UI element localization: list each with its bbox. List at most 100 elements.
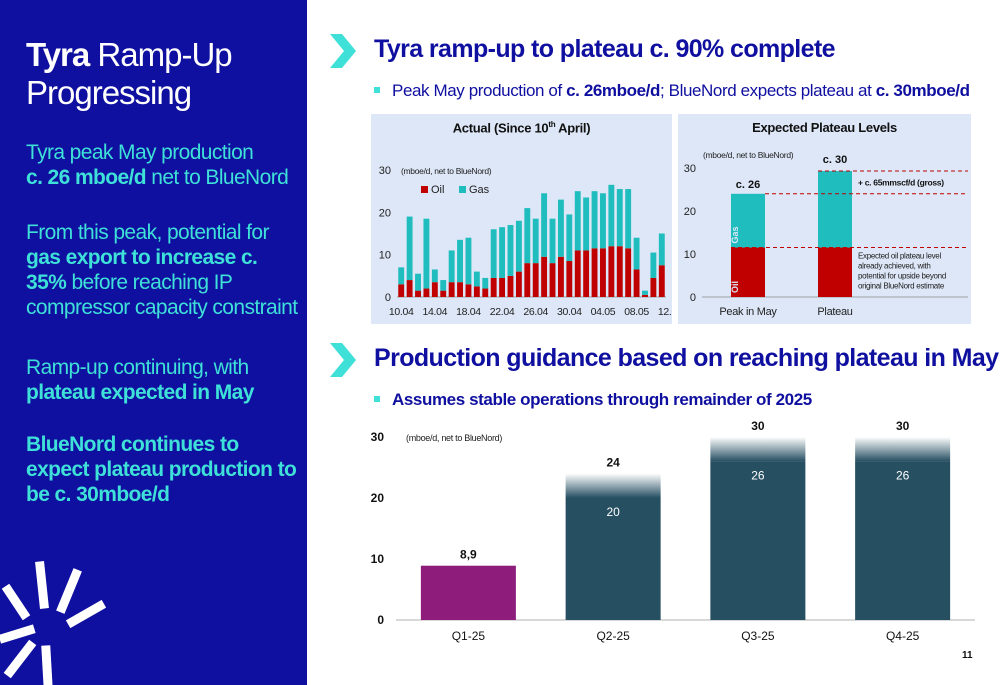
plateau-chart-title: Expected Plateau Levels — [752, 120, 897, 135]
plateau-chart-svg: 0 10 20 30 (mboe/d, net to BlueNord) Peak in … — [684, 150, 968, 318]
bar-oil — [398, 284, 405, 297]
inner-label-gas: Gas — [730, 227, 740, 244]
actual-chart-title: Actual (Since 10th April) — [452, 120, 591, 136]
sidebar-p3-b: plateau expected in May — [26, 381, 254, 404]
bar-oil — [557, 256, 564, 297]
bar-oil — [818, 247, 852, 297]
bar-gas — [448, 250, 455, 283]
sidebar-p3-a: Ramp-up continuing, with — [26, 356, 249, 379]
unit-note: (mboe/d, net to BlueNord) — [401, 166, 492, 176]
x-tick-label: 18.04 — [456, 306, 481, 318]
bar-oil — [731, 247, 765, 297]
y-tick-label: 10 — [379, 250, 391, 262]
section2-bullet: Assumes stable operations through remain… — [374, 390, 812, 410]
bar-oil — [541, 256, 548, 297]
plateau-chart-panel: Expected Plateau Levels 0 10 20 30 (mboe/d, … — [678, 114, 971, 324]
bar-oil — [616, 246, 623, 297]
bar-gas — [490, 229, 497, 278]
actual-chart-panel: Actual (Since 10th April) 0 10 20 30 (mboe/d… — [371, 114, 672, 324]
bar-oil — [440, 290, 447, 297]
bar-oil — [465, 284, 472, 297]
bar-oil — [583, 250, 590, 297]
y-tick-label: 0 — [690, 292, 696, 304]
sidebar-p2-c: before reaching IP compressor capacity c… — [26, 271, 298, 319]
legend-label-gas: Gas — [469, 184, 490, 196]
bar-gas — [600, 193, 606, 249]
bar-gas — [583, 197, 590, 251]
bar-oil — [457, 282, 463, 297]
bar-oil — [549, 263, 556, 297]
guidance-high-label: 30 — [751, 419, 765, 433]
x-tick-label: 14.04 — [422, 306, 447, 318]
bar-gas — [482, 277, 489, 289]
page-number: 11 — [962, 650, 973, 661]
bar-gas — [818, 171, 852, 248]
bar-gas — [658, 233, 665, 266]
guidance-bar-low — [710, 461, 806, 620]
bar-oil — [490, 277, 497, 297]
guidance-bar-low — [420, 565, 516, 620]
y-tick-label: 20 — [371, 491, 385, 505]
legend-label-oil: Oil — [431, 184, 444, 196]
bar-gas — [406, 216, 413, 281]
sidebar-p2-a: From this peak, potential for — [26, 221, 269, 244]
bar-gas — [415, 273, 421, 291]
sidebar-p1-c: net to BlueNord — [146, 166, 289, 189]
chevron-right-icon — [330, 343, 356, 377]
y-tick-label: 20 — [379, 207, 391, 219]
oil-note-line: potential for upside beyond — [858, 272, 946, 281]
y-tick-label: 20 — [684, 206, 696, 218]
guidance-bar-low — [565, 498, 661, 620]
x-tick-label: 22.04 — [490, 306, 515, 318]
section2-heading: Production guidance based on reaching pl… — [374, 344, 999, 372]
x-tick-label: 04.05 — [591, 306, 616, 318]
x-category-label: Peak in May — [719, 306, 777, 318]
y-tick-label: 10 — [684, 249, 696, 261]
bar-oil — [482, 288, 489, 297]
x-category-label: Q1-25 — [452, 629, 486, 643]
guidance-low-label: 26 — [751, 468, 765, 482]
bar-gas — [457, 239, 463, 283]
bar-oil — [574, 250, 581, 297]
bar-oil — [448, 282, 455, 297]
bar-gas — [625, 189, 632, 249]
bar-oil — [650, 277, 657, 297]
bar-gas — [532, 218, 539, 264]
sidebar-title-bold: Tyra — [26, 36, 90, 73]
guidance-bar-range — [855, 437, 951, 462]
bar-gas — [465, 237, 472, 285]
bar-oil — [431, 282, 438, 297]
bar-gas — [515, 220, 522, 272]
bar-gas — [608, 184, 615, 247]
sidebar-paragraph-peak: Tyra peak May production c. 26 mboe/d ne… — [26, 140, 301, 190]
total-label-plateau: c. 30 — [823, 154, 847, 166]
x-tick-label: 10.04 — [389, 306, 414, 318]
bar-gas — [440, 280, 447, 291]
actual-chart-svg: 0 10 20 30 (mboe/d, net to BlueNord) Oil Gas 10… — [379, 165, 672, 318]
bar-oil — [591, 248, 598, 297]
bar-gas — [566, 214, 573, 262]
bullet-square-icon — [374, 86, 380, 93]
bullet-square-icon — [374, 395, 380, 402]
inner-label-oil: Oil — [730, 281, 740, 293]
bar-gas — [499, 227, 506, 278]
bar-oil — [608, 246, 615, 297]
guidance-low-label: 20 — [606, 505, 620, 519]
section1-bullet-b: c. 26mboe/d — [566, 81, 660, 100]
oil-note-line: Expected oil plateau level — [858, 252, 941, 261]
sidebar-paragraph-plateau: BlueNord continues to expect plateau pro… — [26, 432, 301, 507]
bar-gas — [633, 237, 640, 270]
bar-gas — [574, 191, 581, 251]
bar-gas — [541, 193, 548, 257]
bar-oil — [642, 294, 648, 297]
bar-gas — [473, 271, 480, 287]
bar-gas — [507, 225, 514, 276]
sidebar-paragraph-gas: From this peak, potential for gas export… — [26, 220, 301, 320]
x-tick-label: 12.05 — [658, 306, 672, 318]
x-category-label: Q2-25 — [596, 629, 630, 643]
bar-oil — [515, 271, 522, 297]
section1-bullet-c: ; BlueNord expects plateau at — [659, 81, 876, 100]
sidebar-p1-a: Tyra peak May production — [26, 141, 254, 164]
bar-oil — [507, 275, 514, 297]
unit-note: (mboe/d, net to BlueNord) — [703, 150, 794, 160]
